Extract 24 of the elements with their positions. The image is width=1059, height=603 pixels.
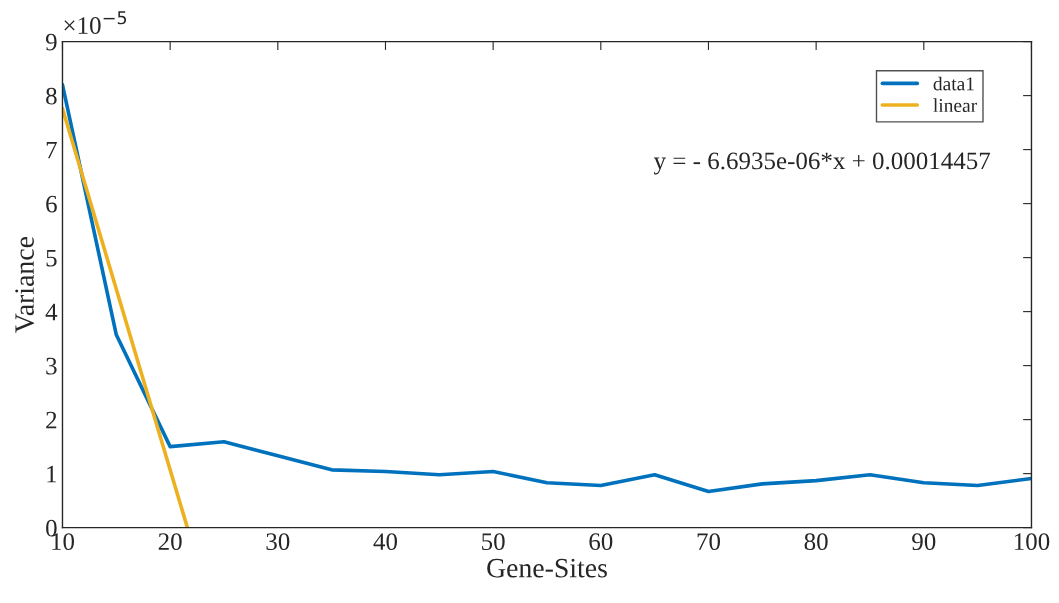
x-tick-label: 60 [589,533,613,551]
x-tick-label: 100 [1014,533,1050,551]
y-axis-title: Variance [15,237,35,333]
text: ×10$^{−5}$ [64,11,127,34]
y-tick-label: 2 [46,411,57,429]
y-tick-label: 4 [45,303,58,321]
y-tick-label: 6 [46,195,57,213]
y-tick-label: 3 [46,357,57,375]
y-tick-label: 7 [46,141,57,159]
x-tick-label: 40 [373,533,398,551]
x-tick-label: 50 [482,533,505,551]
y-tick-label: 8 [46,87,57,105]
y-tick-label: 9 [45,33,57,51]
x-tick-label: 20 [158,533,182,551]
legend-label: linear [933,98,977,113]
x-tick-label: 90 [912,533,936,551]
y-tick-label: 5 [46,249,57,267]
annotation: y = - 6.6935e-06*x + 0.00014457 [653,152,991,175]
x-tick-label: 30 [266,533,290,551]
x-tick-label: 70 [697,533,721,551]
x-tick-label: 80 [804,533,828,551]
x-axis-title: Gene-Sites [487,558,607,578]
legend-label: data1 [933,76,974,91]
y-tick-label: 1 [47,465,57,483]
